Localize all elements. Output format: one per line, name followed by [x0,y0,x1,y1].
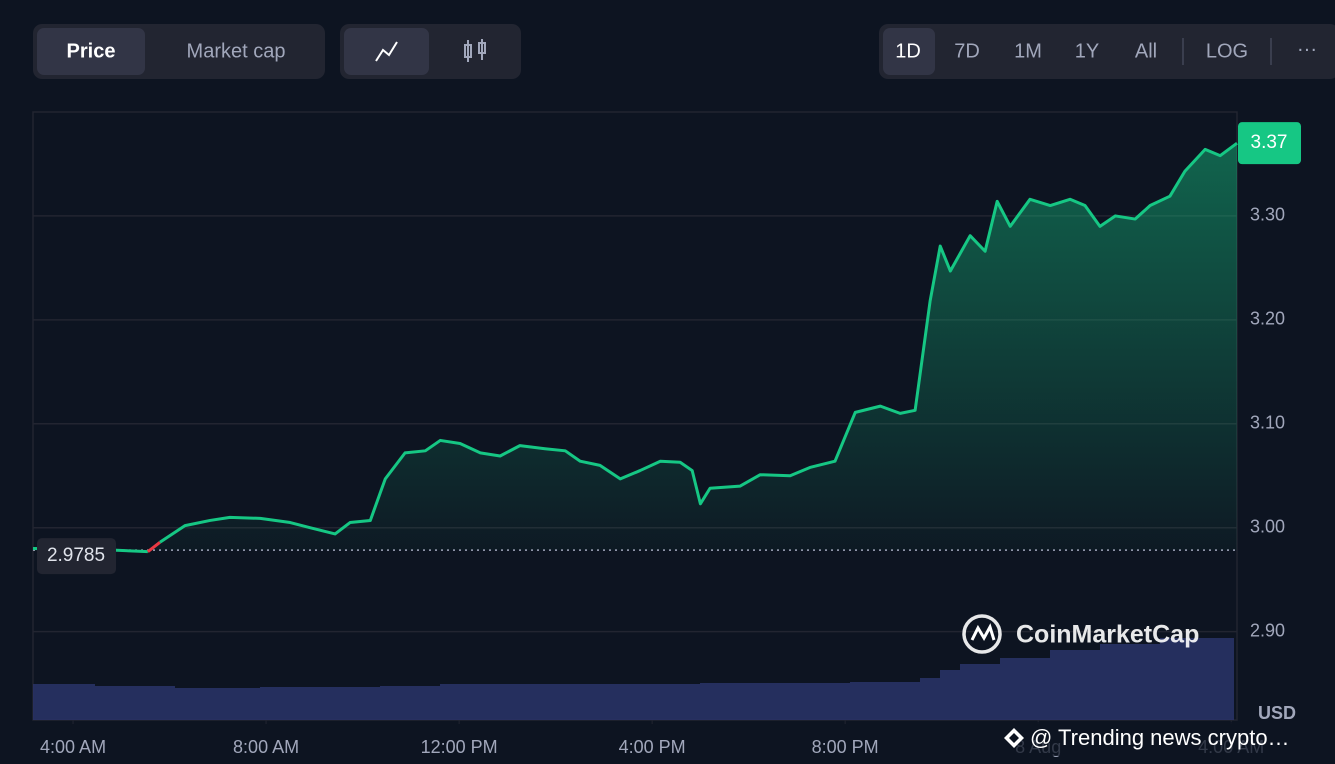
y-tick-label: 2.90 [1250,620,1285,640]
range-group [879,24,1335,79]
x-tick-label: 8:00 AM [233,737,299,757]
currency-label: USD [1258,703,1296,723]
candle-icon[interactable] [464,39,486,62]
reference-label: 2.9785 [47,545,105,566]
range-button[interactable]: 1Y [1075,40,1099,62]
line-chart-button[interactable] [344,28,429,75]
tab[interactable]: Price [67,40,116,62]
current-price-bg [1238,122,1301,165]
more-button[interactable]: ··· [1297,38,1317,60]
caption: @ Trending news crypto… [1030,725,1290,750]
range-button[interactable]: 7D [954,40,980,62]
watermark-logo [962,614,1002,654]
x-tick-label: 4:00 PM [619,737,686,757]
y-tick-label: 3.10 [1250,413,1285,433]
tab[interactable]: Market cap [187,40,286,62]
range-button[interactable]: 1D [895,40,921,62]
x-tick-label: 12:00 PM [421,737,498,757]
log-button[interactable]: LOG [1206,40,1248,62]
price-line [146,541,161,553]
price-area [33,143,1237,552]
y-tick-label: 3.00 [1250,516,1285,536]
x-tick-label: 8:00 PM [812,737,879,757]
watermark: CoinMarketCap [1016,621,1199,649]
y-tick-label: 3.20 [1250,309,1285,329]
y-tick-label: 3.30 [1250,205,1285,225]
x-tick-label: 4:00 AM [40,737,106,757]
line-icon [375,41,398,62]
caption-icon [1004,728,1024,748]
range-button[interactable]: 1M [1014,40,1042,62]
watermark-logo-mark [970,623,996,642]
tab-active[interactable] [37,28,145,75]
range-button[interactable]: All [1135,40,1157,62]
current-price-label: 3.37 [1251,132,1288,153]
range-active[interactable] [883,28,935,75]
caption-bg [998,722,1335,756]
reference-label-bg [37,538,116,575]
volume-bars [33,638,1234,720]
price-line [159,141,1238,544]
